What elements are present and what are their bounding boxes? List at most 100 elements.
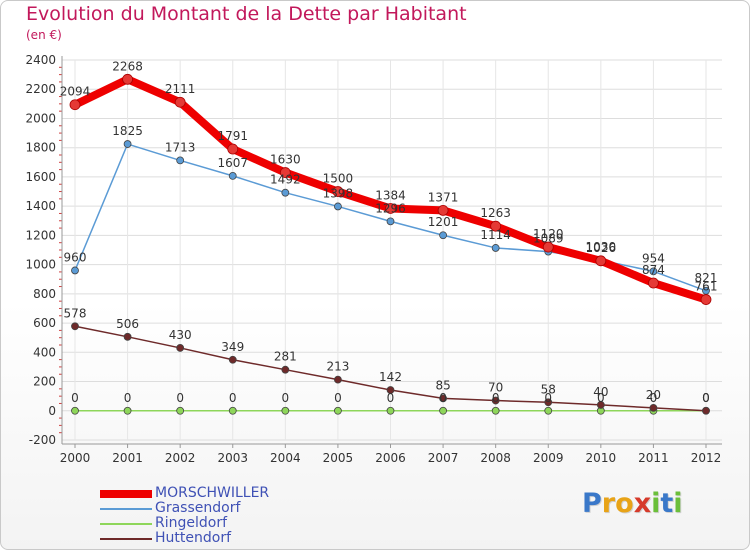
data-label-morschwiller: 1026 xyxy=(586,241,617,255)
data-label-morschwiller: 1500 xyxy=(323,172,354,186)
data-point-morschwiller xyxy=(648,277,659,289)
data-point-huttendorf xyxy=(491,396,500,405)
x-tick-label: 2010 xyxy=(586,451,617,465)
data-point-huttendorf xyxy=(439,394,447,403)
data-label-ringeldorf: 0 xyxy=(439,391,447,405)
data-point-morschwiller xyxy=(385,203,396,214)
data-label-grassendorf: 1296 xyxy=(375,201,406,215)
x-tick-label: 2000 xyxy=(60,451,91,465)
data-label-grassendorf: 1825 xyxy=(112,124,143,138)
legend-label: Grassendorf xyxy=(155,500,241,516)
y-tick-label: 0 xyxy=(48,404,56,418)
x-tick-label: 2009 xyxy=(533,451,564,465)
data-point-huttendorf xyxy=(386,386,395,394)
data-point-ringeldorf xyxy=(491,406,500,415)
data-label-huttendorf: 506 xyxy=(116,317,139,331)
legend-label: Huttendorf xyxy=(155,530,232,546)
data-point-morschwiller xyxy=(227,143,239,155)
data-label-morschwiller: 1263 xyxy=(480,206,511,220)
logo-letter: x xyxy=(633,488,652,519)
data-point-morschwiller xyxy=(122,73,133,85)
data-point-ringeldorf xyxy=(544,406,553,415)
logo-letter: o xyxy=(615,488,634,519)
data-point-grassendorf xyxy=(439,231,447,240)
data-point-ringeldorf xyxy=(228,406,237,415)
data-point-huttendorf xyxy=(123,332,132,341)
data-label-grassendorf: 1713 xyxy=(165,140,196,154)
data-label-grassendorf: 960 xyxy=(64,250,87,264)
data-label-ringeldorf: 0 xyxy=(71,391,79,405)
data-label-grassendorf: 1114 xyxy=(480,228,511,242)
data-point-huttendorf xyxy=(334,375,342,384)
data-point-grassendorf xyxy=(281,188,290,197)
data-label-ringeldorf: 0 xyxy=(597,391,605,405)
y-tick-label: 1200 xyxy=(25,228,56,242)
data-point-ringeldorf xyxy=(123,406,132,415)
data-label-morschwiller: 761 xyxy=(695,280,718,294)
data-label-morschwiller: 1371 xyxy=(428,190,459,204)
data-point-huttendorf xyxy=(596,401,605,409)
data-label-morschwiller: 2094 xyxy=(60,85,91,99)
data-label-huttendorf: 430 xyxy=(169,328,192,342)
y-tick-label: 2000 xyxy=(25,111,56,125)
data-point-morschwiller xyxy=(437,204,449,216)
data-point-grassendorf xyxy=(649,267,658,276)
y-tick-label: 200 xyxy=(33,375,56,389)
x-tick-label: 2005 xyxy=(323,451,354,465)
chart-title: Evolution du Montant de la Dette par Hab… xyxy=(26,3,467,25)
data-point-grassendorf xyxy=(334,202,342,211)
data-point-huttendorf xyxy=(702,406,710,415)
legend-swatch xyxy=(100,523,152,525)
data-label-ringeldorf: 0 xyxy=(387,391,395,405)
data-label-morschwiller: 1384 xyxy=(375,188,406,202)
data-point-ringeldorf xyxy=(386,406,395,415)
x-tick-label: 2008 xyxy=(480,451,511,465)
data-label-grassendorf: 1398 xyxy=(323,186,354,200)
data-label-ringeldorf: 0 xyxy=(124,391,132,405)
data-label-grassendorf: 1492 xyxy=(270,173,301,187)
data-point-morschwiller xyxy=(490,220,502,232)
data-point-ringeldorf xyxy=(281,406,290,415)
legend-swatch xyxy=(100,508,152,510)
data-point-morschwiller xyxy=(542,241,554,253)
data-label-huttendorf: 70 xyxy=(488,381,503,395)
data-label-morschwiller: 1791 xyxy=(217,129,248,143)
data-point-morschwiller xyxy=(332,186,344,197)
data-label-morschwiller: 2111 xyxy=(165,82,196,96)
data-point-huttendorf xyxy=(228,355,237,364)
data-point-morschwiller xyxy=(279,167,291,178)
data-label-ringeldorf: 0 xyxy=(702,391,710,405)
y-tick-label: 1800 xyxy=(25,141,56,155)
chart-unit-label: (en €) xyxy=(26,28,62,42)
data-label-huttendorf: 40 xyxy=(593,385,608,399)
data-label-grassendorf: 1030 xyxy=(586,240,617,254)
data-label-morschwiller: 1120 xyxy=(533,227,564,241)
data-label-ringeldorf: 0 xyxy=(176,391,184,405)
x-tick-label: 2001 xyxy=(112,451,143,465)
data-label-morschwiller: 874 xyxy=(642,263,665,277)
data-label-grassendorf: 821 xyxy=(695,271,718,285)
data-point-grassendorf xyxy=(71,266,79,275)
data-label-grassendorf: 1201 xyxy=(428,215,459,229)
data-label-ringeldorf: 0 xyxy=(650,391,658,405)
y-tick-label: 1400 xyxy=(25,199,56,213)
x-tick-label: 2011 xyxy=(638,451,669,465)
legend-label: Ringeldorf xyxy=(155,515,228,531)
data-label-grassendorf: 1089 xyxy=(533,232,564,246)
logo-letter: i xyxy=(673,488,683,519)
data-label-huttendorf: 20 xyxy=(646,388,661,402)
logo-letter: P xyxy=(582,488,602,519)
data-point-huttendorf xyxy=(71,322,79,331)
logo-letter: i xyxy=(651,488,661,519)
data-point-ringeldorf xyxy=(334,406,342,415)
x-tick-label: 2006 xyxy=(375,451,406,465)
data-point-huttendorf xyxy=(176,344,185,352)
data-point-huttendorf xyxy=(649,403,658,412)
y-tick-label: 2200 xyxy=(25,82,56,96)
data-label-huttendorf: 281 xyxy=(274,350,297,364)
data-point-morschwiller xyxy=(595,255,607,267)
x-tick-label: 2007 xyxy=(428,451,459,465)
data-label-morschwiller: 2268 xyxy=(112,59,143,73)
data-label-huttendorf: 349 xyxy=(221,340,244,354)
